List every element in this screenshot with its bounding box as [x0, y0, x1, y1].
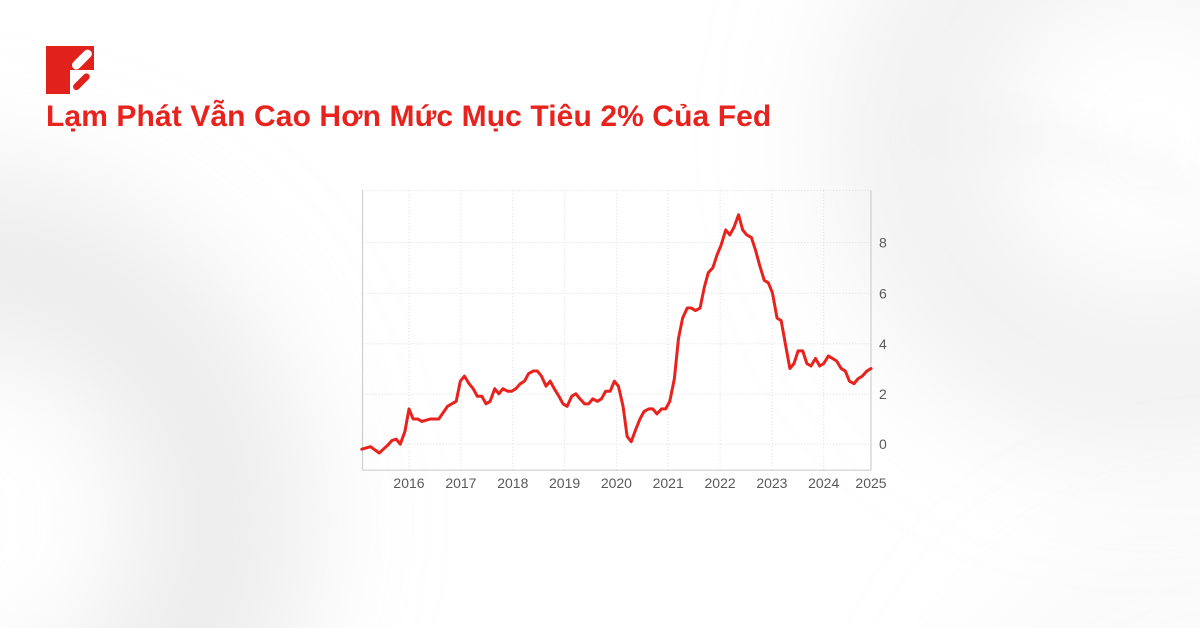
svg-text:2016: 2016 [393, 475, 424, 491]
svg-text:2024: 2024 [808, 475, 839, 491]
svg-text:0: 0 [879, 436, 887, 452]
svg-text:8: 8 [879, 235, 887, 251]
svg-text:2017: 2017 [445, 475, 476, 491]
svg-text:6: 6 [879, 285, 887, 301]
svg-text:2018: 2018 [497, 475, 528, 491]
svg-text:2019: 2019 [549, 475, 580, 491]
svg-text:2020: 2020 [601, 475, 632, 491]
svg-text:2021: 2021 [653, 475, 684, 491]
svg-text:2025: 2025 [855, 475, 886, 491]
svg-text:2022: 2022 [705, 475, 736, 491]
svg-text:2: 2 [879, 386, 887, 402]
svg-text:4: 4 [879, 336, 887, 352]
svg-text:2023: 2023 [756, 475, 787, 491]
